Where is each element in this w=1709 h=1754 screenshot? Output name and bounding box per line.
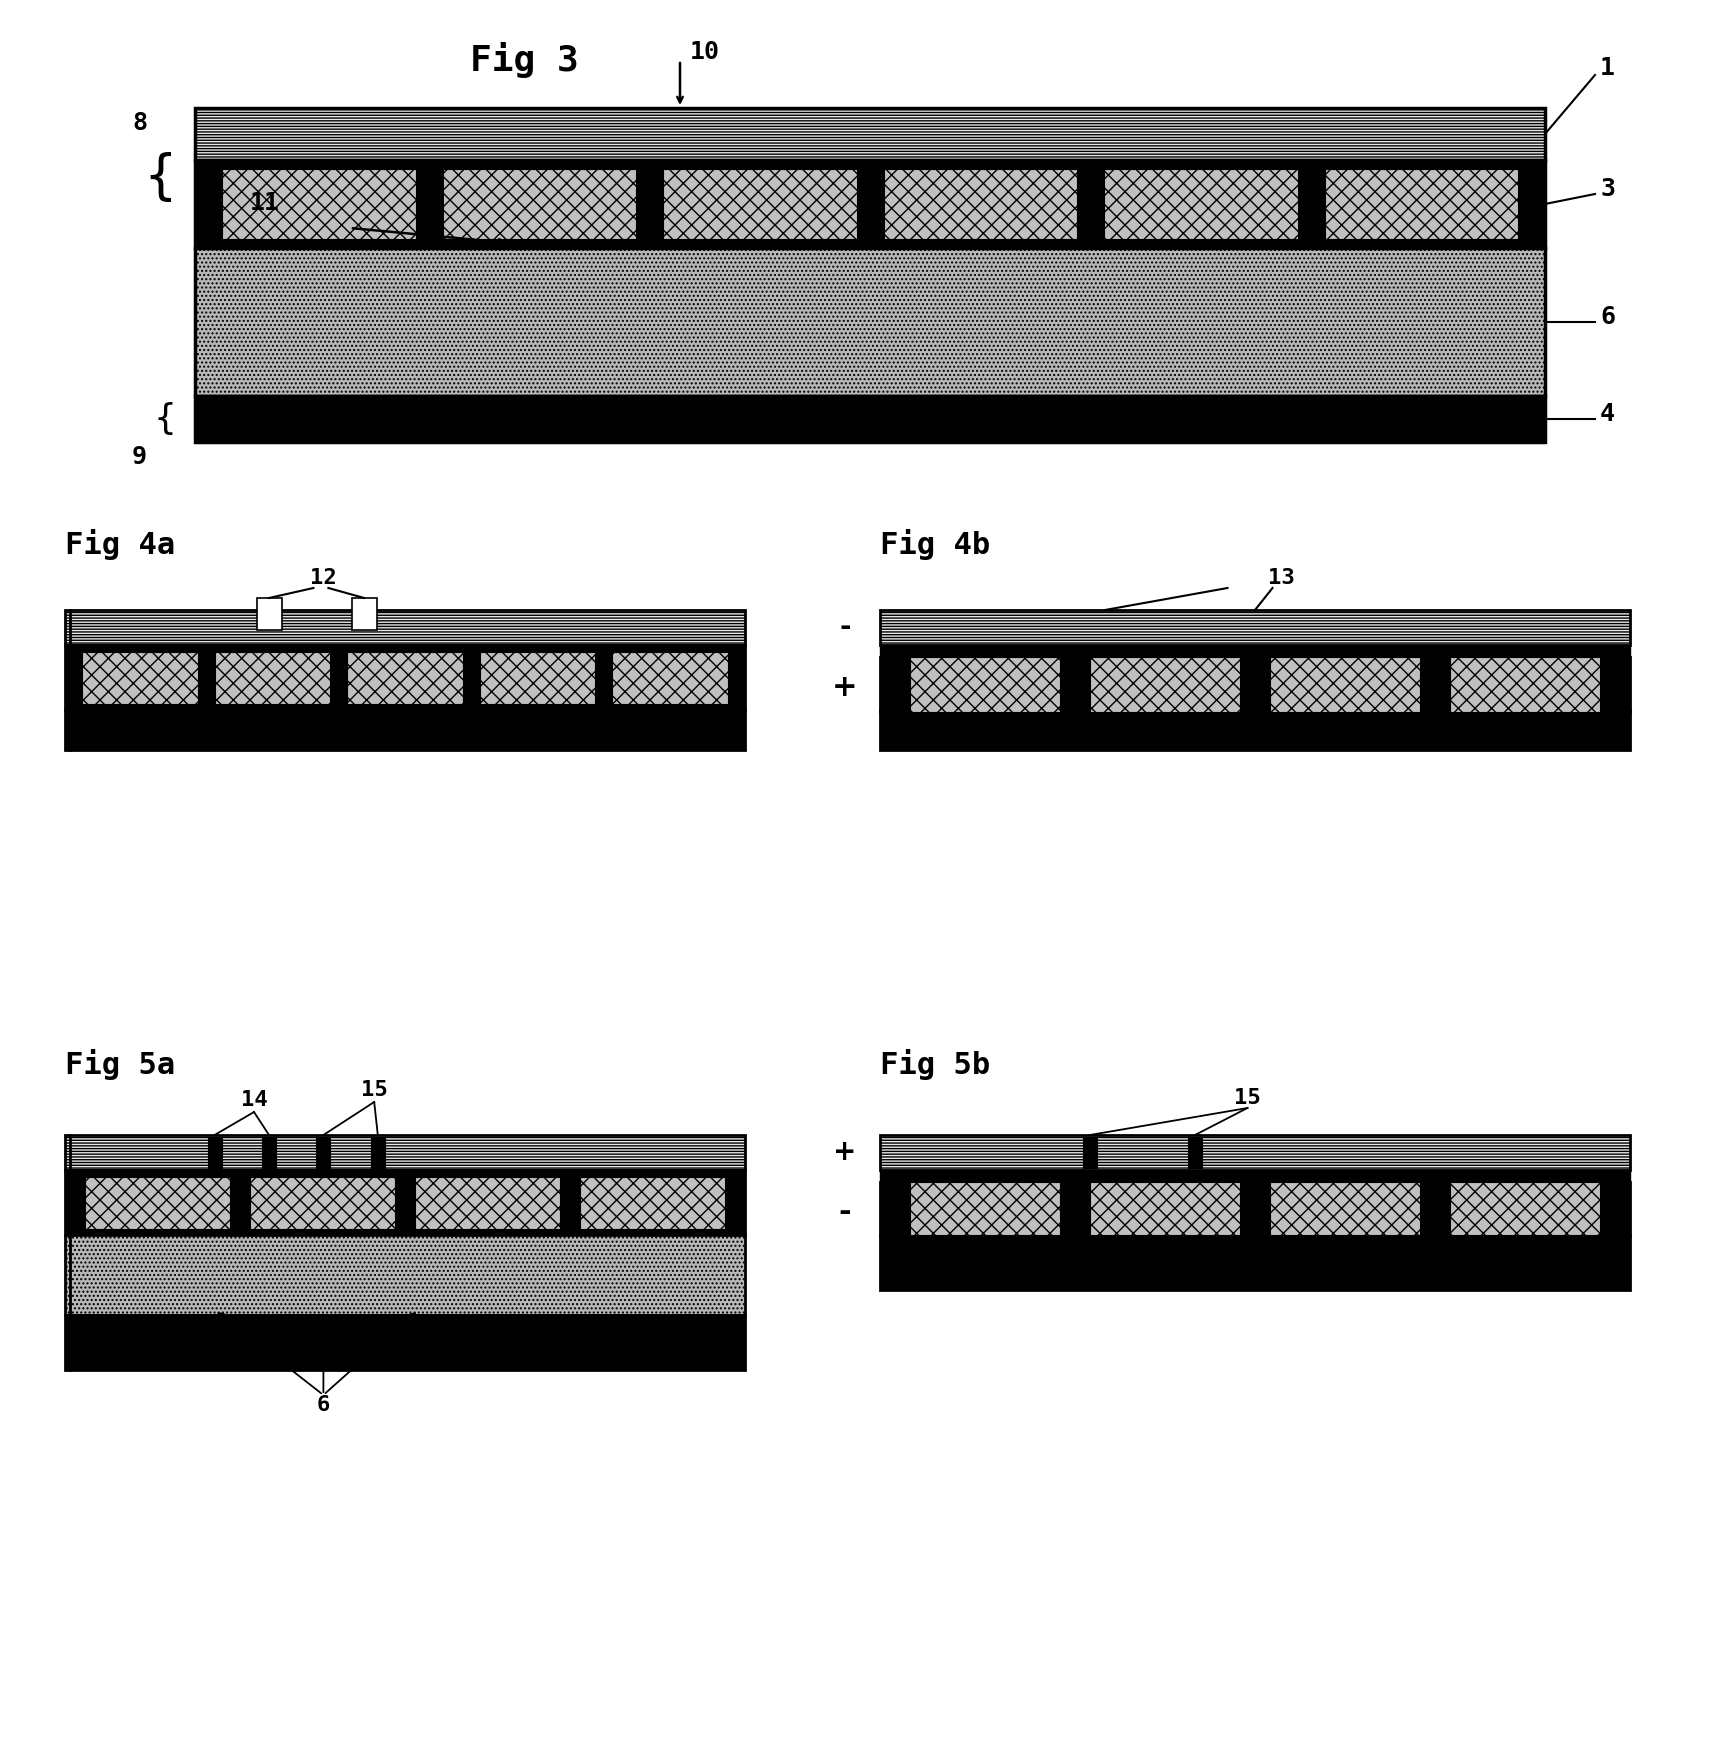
- Bar: [222, 168, 415, 239]
- Text: 13: 13: [1268, 568, 1294, 588]
- Text: 15: 15: [1234, 1087, 1261, 1109]
- Bar: [1084, 1137, 1097, 1168]
- Text: 1: 1: [1600, 56, 1615, 81]
- Text: Fig 4a: Fig 4a: [65, 530, 176, 561]
- Bar: [65, 1135, 745, 1170]
- Text: +: +: [832, 672, 858, 702]
- Text: Fig 4b: Fig 4b: [880, 530, 990, 561]
- Text: 8: 8: [132, 111, 147, 135]
- Bar: [82, 651, 198, 703]
- Bar: [1090, 658, 1241, 712]
- Bar: [195, 396, 1545, 442]
- Bar: [1188, 1137, 1201, 1168]
- Bar: [880, 1235, 1630, 1289]
- Bar: [195, 247, 1545, 396]
- Bar: [612, 651, 728, 703]
- Bar: [1449, 1182, 1600, 1235]
- Text: Fig 5b: Fig 5b: [880, 1049, 990, 1080]
- Text: 14: 14: [241, 1089, 267, 1110]
- Text: 15: 15: [361, 1080, 388, 1100]
- Bar: [371, 1137, 385, 1168]
- Text: Fig 5a: Fig 5a: [65, 1049, 176, 1080]
- Bar: [250, 1177, 395, 1228]
- Bar: [415, 1177, 561, 1228]
- Bar: [85, 1177, 231, 1228]
- Bar: [909, 658, 1060, 712]
- Bar: [884, 168, 1077, 239]
- Bar: [1104, 168, 1297, 239]
- Bar: [65, 1316, 745, 1370]
- Bar: [579, 1177, 725, 1228]
- Text: Fig 3: Fig 3: [470, 42, 579, 77]
- Bar: [65, 645, 745, 710]
- Bar: [880, 1170, 1630, 1182]
- Bar: [65, 710, 745, 751]
- Bar: [65, 1235, 745, 1316]
- Bar: [65, 1170, 745, 1235]
- Text: {: {: [144, 153, 178, 203]
- Bar: [880, 1182, 1630, 1235]
- Bar: [880, 645, 1630, 658]
- Bar: [1270, 1182, 1420, 1235]
- Bar: [909, 1182, 1060, 1235]
- Bar: [880, 610, 1630, 645]
- Text: {: {: [154, 402, 178, 437]
- Text: 3: 3: [1600, 177, 1615, 202]
- Bar: [316, 1137, 330, 1168]
- Text: 4: 4: [1600, 402, 1615, 426]
- Text: 6: 6: [316, 1394, 330, 1415]
- Bar: [207, 1137, 222, 1168]
- Bar: [261, 1137, 275, 1168]
- Bar: [1090, 1182, 1241, 1235]
- Bar: [663, 168, 856, 239]
- Text: -: -: [839, 1198, 851, 1226]
- Text: 9: 9: [132, 446, 147, 468]
- Text: 10: 10: [690, 40, 719, 63]
- Bar: [195, 160, 1545, 247]
- Bar: [1449, 658, 1600, 712]
- Bar: [256, 598, 282, 630]
- Text: 11: 11: [250, 191, 280, 216]
- Bar: [215, 651, 330, 703]
- Bar: [880, 658, 1630, 712]
- Bar: [352, 598, 378, 630]
- Bar: [880, 710, 1630, 751]
- Bar: [480, 651, 595, 703]
- Bar: [880, 1135, 1630, 1170]
- Text: -: -: [839, 612, 851, 640]
- Bar: [195, 109, 1545, 160]
- Bar: [347, 651, 463, 703]
- Text: +: +: [834, 1138, 856, 1166]
- Bar: [65, 610, 745, 645]
- Bar: [1324, 168, 1518, 239]
- Bar: [443, 168, 636, 239]
- Bar: [1270, 658, 1420, 712]
- Text: 6: 6: [1600, 305, 1615, 330]
- Text: 12: 12: [309, 568, 337, 588]
